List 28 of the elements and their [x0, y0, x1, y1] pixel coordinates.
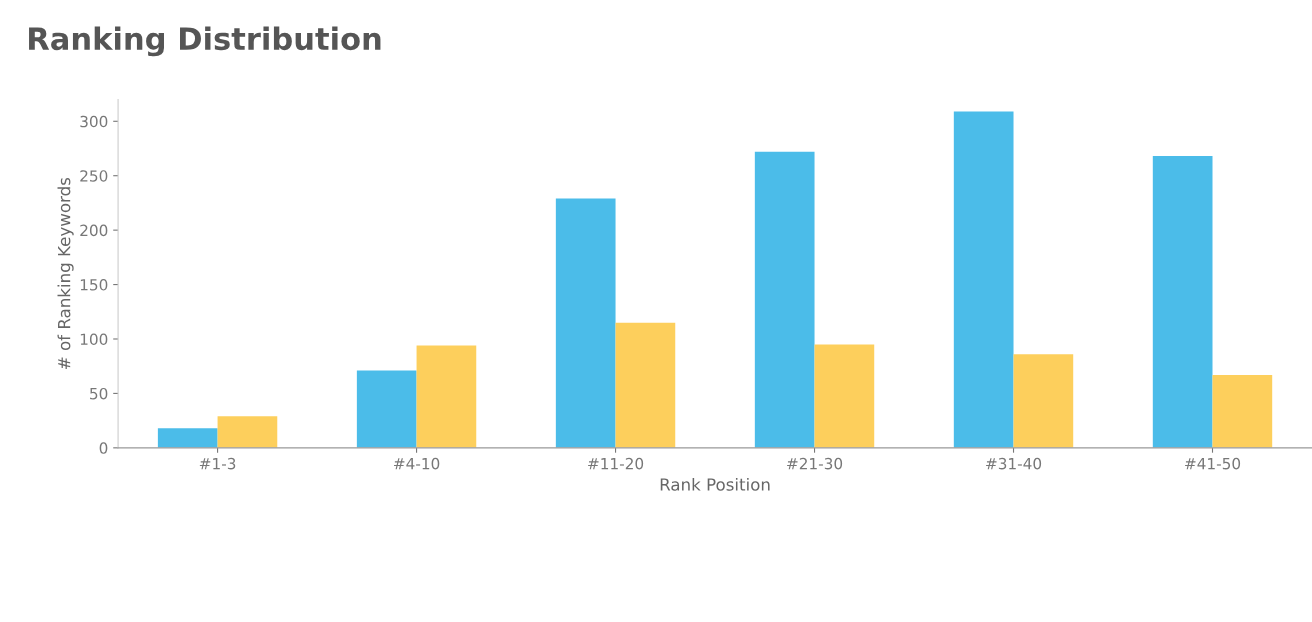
x-tick-label: #1-3	[199, 457, 236, 470]
bar	[1212, 374, 1273, 448]
x-tick-label: #41-50	[1185, 457, 1241, 470]
bar	[814, 344, 875, 448]
bar	[615, 322, 676, 448]
y-tick-label: 250	[80, 170, 108, 182]
y-tick-label: 150	[80, 279, 108, 291]
y-tick-label: 50	[90, 387, 108, 400]
x-tick-label: #31-40	[986, 457, 1042, 470]
bar	[555, 198, 616, 448]
bar	[953, 111, 1014, 448]
bar	[356, 370, 417, 448]
y-axis-title: # of Ranking Keywords	[57, 177, 74, 369]
y-tick-label: 200	[80, 224, 108, 237]
y-tick-label: 100	[80, 333, 108, 346]
bar	[1152, 156, 1213, 448]
y-tick-label: 300	[80, 115, 108, 128]
x-tick-label: #11-20	[588, 457, 644, 470]
bar	[754, 151, 815, 448]
y-tick-label: 0	[99, 442, 108, 454]
x-tick-label: #4-10	[394, 457, 440, 470]
bar	[217, 416, 278, 448]
x-axis-title: Rank Position	[660, 477, 770, 491]
bar	[1013, 354, 1074, 448]
bar	[157, 428, 218, 448]
x-tick-label: #21-30	[787, 457, 843, 470]
chart-title: Ranking Distribution	[29, 26, 381, 57]
bar	[416, 345, 477, 448]
